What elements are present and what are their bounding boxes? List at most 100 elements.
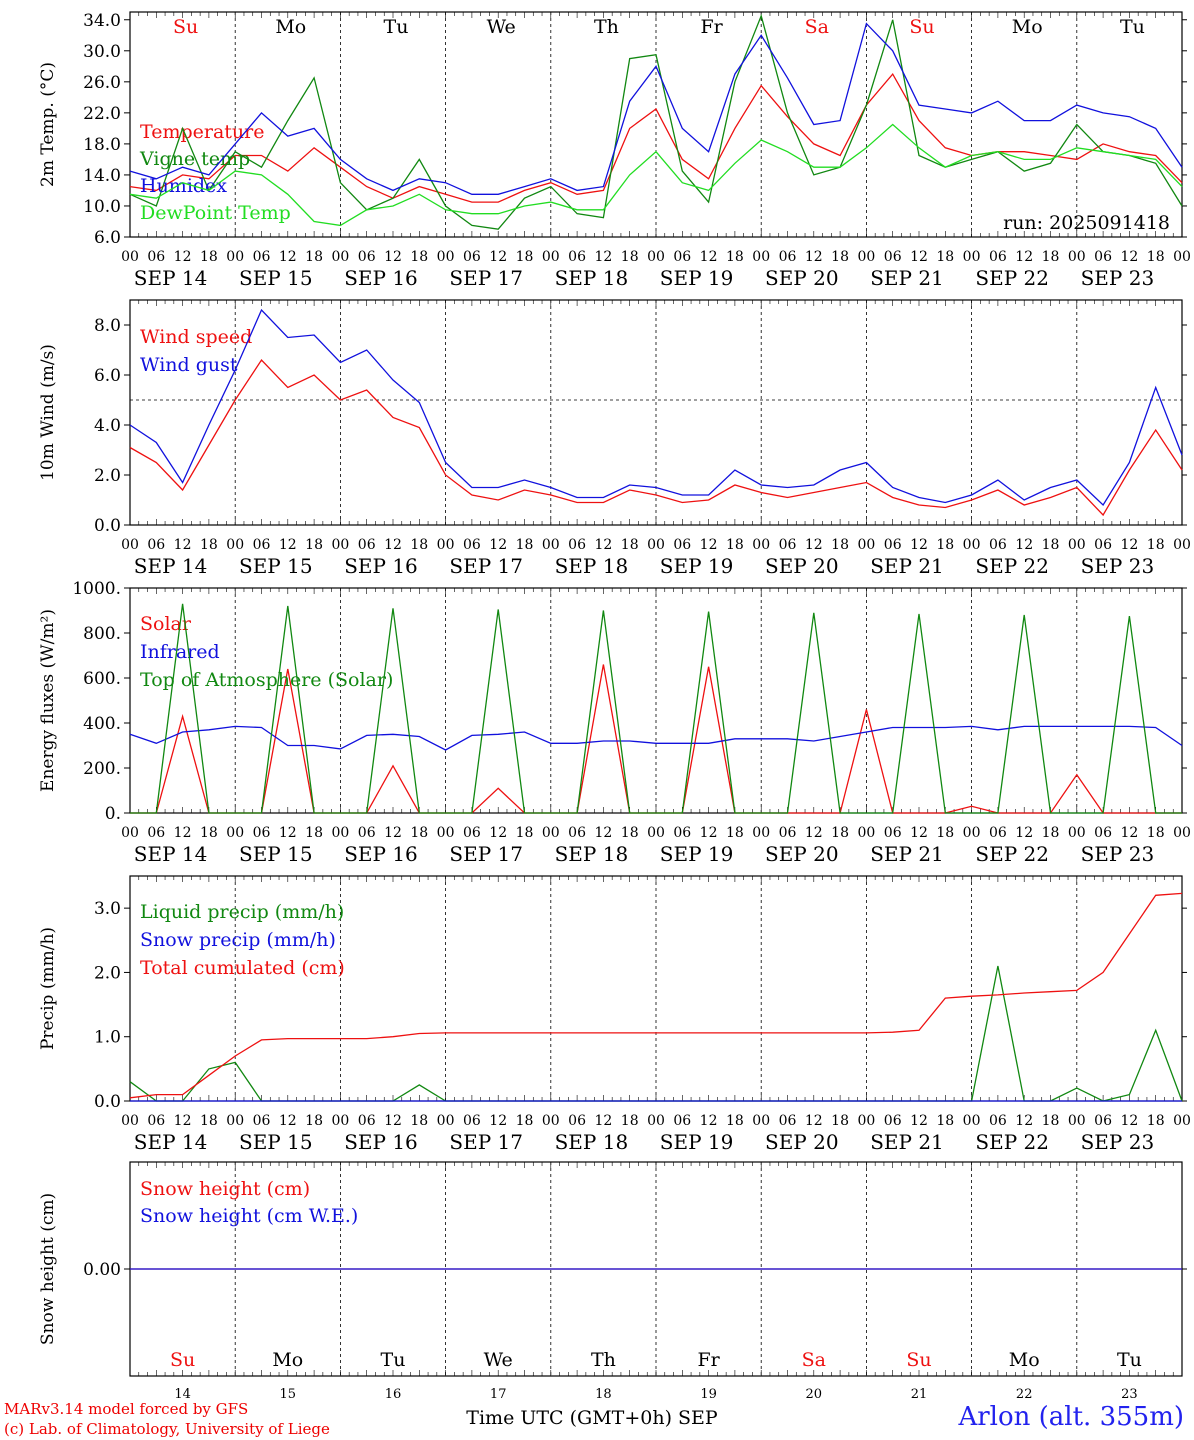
hour-tick-label: 18 [831,249,849,265]
day-number-label: 16 [385,1387,402,1402]
hour-tick-label: 12 [489,249,507,265]
hour-tick-label: 00 [1068,1113,1086,1129]
date-label: SEP 19 [660,842,734,866]
date-label: SEP 18 [555,1130,629,1154]
date-label: SEP 14 [134,554,208,578]
hour-tick-label: 06 [1094,825,1112,841]
hour-tick-label: 06 [568,537,586,553]
day-number-label: 18 [595,1387,612,1402]
date-label: SEP 17 [449,266,523,290]
date-label: SEP 15 [239,842,313,866]
date-label: SEP 17 [449,842,523,866]
hour-tick-label: 12 [1015,825,1033,841]
date-label: SEP 22 [975,266,1049,290]
hour-labels: 00 06 12 18 00 06 12 18 00 06 12 18 00 06 12 18 00 06 12 18… [121,1113,1191,1129]
hour-tick-label: 12 [279,537,297,553]
series-line-temperature [129,72,1183,203]
hour-tick-label: 12 [594,537,612,553]
y-tick-label: 2.0 [94,963,121,983]
weekday-label: Su [909,16,934,38]
hour-tick-label: 18 [831,537,849,553]
hour-tick-label: 12 [700,1113,718,1129]
hour-tick-label: 00 [963,537,981,553]
hour-tick-label: 06 [779,537,797,553]
hour-labels: 00 06 12 18 00 06 12 18 00 06 12 18 00 06 12 18 00 06 12 18… [121,537,1191,553]
hour-ticks [129,12,1183,237]
hour-tick-label: 18 [726,1113,744,1129]
hour-tick-label: 12 [384,825,402,841]
panel-snow: 0.00 Snow height (cm) Snow height (cm) Snow… [38,1161,1187,1377]
hour-tick-label: 06 [989,825,1007,841]
hour-tick-label: 18 [200,249,218,265]
hour-tick-label: 18 [305,537,323,553]
date-label: SEP 21 [870,266,944,290]
weekday-label: Tu [1120,16,1145,38]
hour-tick-label: 00 [1173,825,1191,841]
hour-tick-label: 06 [673,825,691,841]
hour-tick-label: 00 [331,825,349,841]
run-annotation: run: 2025091418 [1003,212,1170,234]
legend-entry: Liquid precip (mm/h) [140,901,344,923]
panel-temp: 6.0 10.0 14.0 18.0 22.0 26.0 30.0 34.0 2m Temp. … [38,11,1191,290]
legend-entry: DewPoint Temp [140,202,291,224]
hour-tick-label: 06 [147,1113,165,1129]
date-label: SEP 17 [449,554,523,578]
date-label: SEP 18 [555,554,629,578]
hour-tick-label: 06 [358,249,376,265]
panel-precip: 0.0 1.0 2.0 3.0 Precip (mm/h) Liquid precip (… [38,875,1191,1154]
hour-tick-label: 18 [516,825,534,841]
y-tick-label: 400. [83,714,121,734]
hour-tick-label: 12 [910,249,928,265]
hour-tick-label: 06 [779,249,797,265]
hour-tick-label: 00 [1068,249,1086,265]
hour-tick-label: 06 [884,537,902,553]
hour-tick-label: 12 [384,1113,402,1129]
panel-wind: 0.0 2.0 4.0 6.0 8.0 10m Wind (m/s) Wind speed W… [38,299,1191,578]
hour-tick-label: 18 [726,825,744,841]
y-tick-label: 8.0 [94,316,121,336]
bottom-weekday-label: Fr [697,1349,720,1371]
hour-tick-label: 06 [1094,249,1112,265]
y-tick-label: 26.0 [83,73,121,93]
weekday-label: Tu [384,16,409,38]
bottom-weekday-label: Sa [802,1349,826,1371]
hour-tick-label: 18 [936,537,954,553]
hour-tick-label: 12 [279,249,297,265]
date-label: SEP 16 [344,842,418,866]
hour-tick-label: 06 [463,1113,481,1129]
hour-tick-label: 18 [1147,249,1165,265]
hour-tick-label: 06 [253,249,271,265]
hour-tick-label: 18 [516,1113,534,1129]
hour-tick-label: 18 [1042,1113,1060,1129]
hour-tick-label: 00 [857,537,875,553]
hour-tick-label: 06 [989,1113,1007,1129]
hour-tick-label: 18 [200,825,218,841]
plot-frame [129,587,1183,814]
day-number-label: 23 [1121,1387,1138,1402]
hour-tick-label: 12 [174,825,192,841]
hour-tick-label: 00 [752,1113,770,1129]
hour-tick-label: 18 [200,537,218,553]
credit-line2: (c) Lab. of Climatology, University of L… [4,1420,330,1438]
hour-tick-label: 12 [910,537,928,553]
hour-tick-label: 06 [358,537,376,553]
hour-tick-label: 00 [121,1113,139,1129]
y-tick-label: 14.0 [83,166,121,186]
y-axis-label: Snow height (cm) [38,1193,58,1345]
series-line-humidex [129,22,1183,195]
date-label: SEP 17 [449,1130,523,1154]
hour-tick-label: 06 [884,249,902,265]
hour-tick-label: 06 [147,825,165,841]
hour-tick-label: 18 [410,825,428,841]
day-number-label: 20 [806,1387,823,1402]
hour-tick-label: 06 [463,825,481,841]
hour-tick-label: 12 [384,249,402,265]
hour-tick-label: 00 [121,537,139,553]
y-tick-label: 0. [105,804,121,824]
hour-tick-label: 18 [516,249,534,265]
panel-energy: 0. 200. 400. 600. 800. 1000. Energy fluxes (W/… [38,579,1191,866]
hour-tick-label: 00 [542,825,560,841]
hour-tick-label: 18 [200,1113,218,1129]
legend-entry: Humidex [140,175,227,197]
hour-tick-label: 12 [384,537,402,553]
